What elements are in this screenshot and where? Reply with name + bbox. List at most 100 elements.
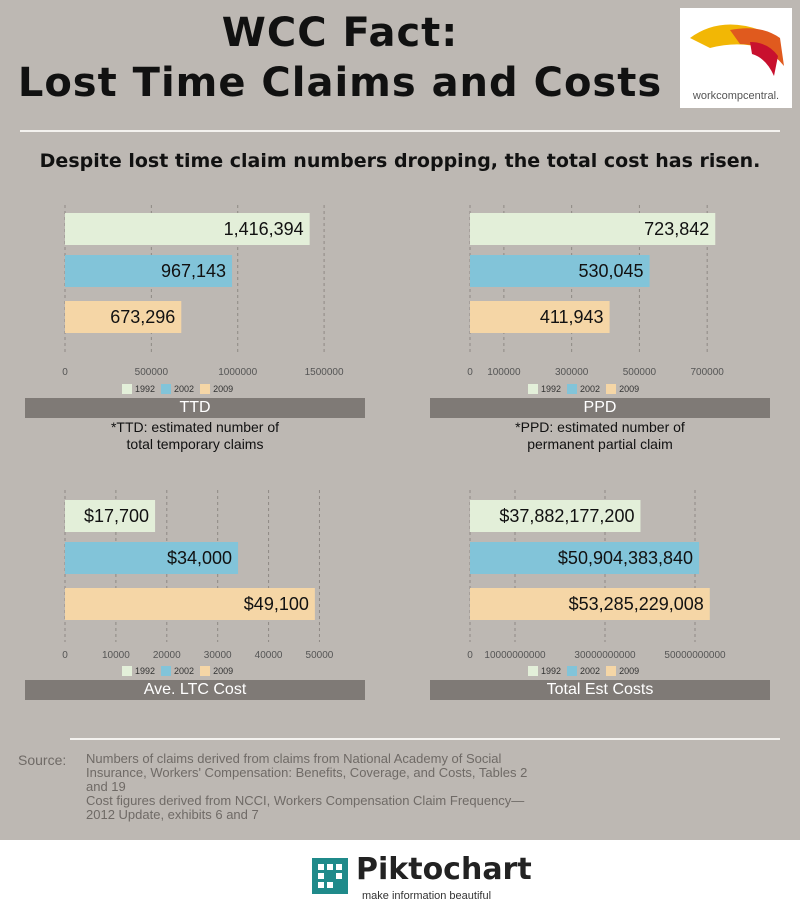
legend-label: 2009 bbox=[213, 384, 234, 394]
legend-swatch bbox=[606, 666, 617, 676]
tick-label: 40000 bbox=[255, 650, 283, 661]
source-line: Cost figures derived from NCCI, Workers … bbox=[86, 793, 525, 808]
legend-swatch bbox=[200, 666, 211, 676]
note-ttd: *TTD: estimated number of total temporar… bbox=[25, 419, 365, 453]
source-line: 2012 Update, exhibits 6 and 7 bbox=[86, 807, 259, 822]
legend-label: 1992 bbox=[135, 384, 156, 394]
legend-item-1992: 1992 bbox=[528, 666, 561, 676]
bar-1992 bbox=[470, 213, 716, 245]
caption-ave-ltc-cost: Ave. LTC Cost bbox=[25, 680, 365, 700]
source-line: Numbers of claims derived from claims fr… bbox=[86, 751, 502, 766]
piktochart-logo-icon bbox=[312, 858, 348, 894]
bar-value-label: 673,296 bbox=[110, 307, 175, 327]
tick-label: 700000 bbox=[690, 367, 724, 378]
caption-ttd: TTD bbox=[25, 398, 365, 418]
bar-1992 bbox=[65, 213, 310, 245]
legend-item-2002: 2002 bbox=[567, 666, 600, 676]
workcompcentral-logo: workcompcentral. bbox=[680, 8, 792, 108]
bar-value-label: $37,882,177,200 bbox=[499, 506, 634, 526]
legend-swatch bbox=[122, 666, 132, 676]
tick-label: 30000000000 bbox=[574, 650, 636, 661]
legend-item-1992: 1992 bbox=[122, 666, 155, 676]
legend-item-2009: 2009 bbox=[200, 666, 233, 676]
legend-item-2002: 2002 bbox=[161, 666, 194, 676]
tick-label: 10000 bbox=[102, 650, 130, 661]
bar-value-label: 1,416,394 bbox=[224, 219, 304, 239]
tick-label: 30000 bbox=[204, 650, 232, 661]
chart-ttd: 0 500000 1000000 1500000 1,416,394 967,143 673… bbox=[62, 205, 344, 378]
bar-2002 bbox=[470, 542, 700, 574]
legend-swatch bbox=[528, 666, 538, 676]
legend-label: 1992 bbox=[541, 384, 562, 394]
legend-label: 2002 bbox=[580, 666, 601, 676]
bar-2009 bbox=[470, 301, 610, 333]
bar-2009 bbox=[65, 301, 182, 333]
divider-top bbox=[20, 130, 780, 132]
tick-label: 1000000 bbox=[218, 367, 257, 378]
legend-label: 2002 bbox=[174, 384, 195, 394]
bar-2002 bbox=[470, 255, 650, 287]
tick-label: 0 bbox=[62, 367, 68, 378]
bar-2002 bbox=[65, 255, 233, 287]
piktochart-brand: Piktochart bbox=[356, 852, 532, 887]
subtitle: Despite lost time claim numbers dropping… bbox=[39, 150, 761, 172]
legend-item-2009: 2009 bbox=[606, 666, 639, 676]
title-line-2: Lost Time Claims and Costs bbox=[17, 60, 663, 106]
tick-label: 100000 bbox=[487, 367, 521, 378]
bar-value-label: 411,943 bbox=[540, 307, 604, 327]
legend-item-2002: 2002 bbox=[161, 384, 194, 394]
piktochart-tagline: make information beautiful bbox=[362, 890, 492, 902]
legend-swatch bbox=[122, 384, 132, 394]
legend-label: 2002 bbox=[174, 666, 195, 676]
legend-label: 2009 bbox=[213, 666, 234, 676]
legend-item-2009: 2009 bbox=[200, 384, 233, 394]
note-ppd-line-2: permanent partial claim bbox=[527, 436, 673, 452]
legend-swatch bbox=[567, 384, 578, 394]
tick-label: 0 bbox=[467, 367, 473, 378]
bar-1992 bbox=[65, 500, 156, 532]
caption-ppd: PPD bbox=[430, 398, 770, 418]
bar-2002 bbox=[65, 542, 239, 574]
note-ttd-line-2: total temporary claims bbox=[126, 436, 264, 452]
title-line-1: WCC Fact: bbox=[221, 10, 459, 56]
bar-value-label: 967,143 bbox=[161, 261, 226, 281]
tick-label: 50000000000 bbox=[664, 650, 726, 661]
bar-2009 bbox=[65, 588, 315, 620]
legend-label: 2002 bbox=[580, 384, 601, 394]
bar-value-label: $50,904,383,840 bbox=[558, 548, 693, 568]
legend-label: 2009 bbox=[619, 666, 640, 676]
legend-item-1992: 1992 bbox=[122, 384, 155, 394]
chart-ppd: 0 100000 300000 500000 700000 723,842 530,045 4… bbox=[467, 205, 724, 378]
legend-item-2009: 2009 bbox=[606, 384, 639, 394]
legend-swatch bbox=[161, 666, 172, 676]
caption-total-est-costs: Total Est Costs bbox=[430, 680, 770, 700]
divider-source bbox=[70, 738, 780, 740]
note-ttd-line-1: *TTD: estimated number of bbox=[110, 419, 280, 435]
legend-item-1992: 1992 bbox=[528, 384, 561, 394]
tick-label: 0 bbox=[62, 650, 68, 661]
legend-label: 1992 bbox=[135, 666, 156, 676]
legend-ave-ltc-cost: 1992 2002 2009 bbox=[122, 666, 233, 676]
note-ppd-line-1: *PPD: estimated number of bbox=[515, 419, 685, 435]
tick-label: 0 bbox=[467, 650, 473, 661]
bar-value-label: $34,000 bbox=[167, 548, 232, 568]
chart-ave-ltc-cost: 0 10000 20000 30000 40000 50000 $17,700 $34,000… bbox=[62, 490, 334, 661]
bar-2009 bbox=[470, 588, 710, 620]
chart-total-est-costs: 0 10000000000 30000000000 50000000000 $37,88… bbox=[467, 490, 726, 661]
legend-ppd: 1992 2002 2009 bbox=[528, 384, 639, 394]
bar-1992 bbox=[470, 500, 641, 532]
legend-item-2002: 2002 bbox=[567, 384, 600, 394]
legend-total-est-costs: 1992 2002 2009 bbox=[528, 666, 639, 676]
legend-swatch bbox=[528, 384, 538, 394]
legend-swatch bbox=[606, 384, 617, 394]
bar-value-label: 530,045 bbox=[579, 261, 644, 281]
tick-label: 20000 bbox=[153, 650, 181, 661]
footer: Piktochart make information beautiful bbox=[0, 840, 800, 913]
bar-value-label: 723,842 bbox=[644, 219, 709, 239]
tick-label: 1500000 bbox=[305, 367, 344, 378]
legend-ttd: 1992 2002 2009 bbox=[122, 384, 233, 394]
tick-label: 300000 bbox=[555, 367, 589, 378]
workcompcentral-swoosh-logo-icon bbox=[690, 24, 784, 76]
tick-label: 500000 bbox=[135, 367, 169, 378]
